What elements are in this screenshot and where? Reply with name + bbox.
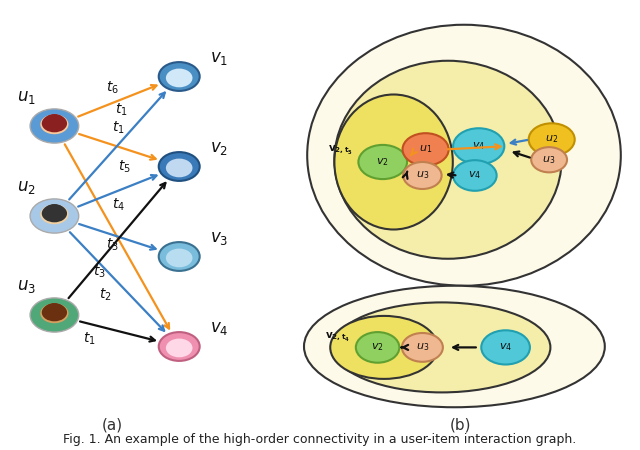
Text: $v_2$: $v_2$ — [371, 342, 384, 353]
Text: $u_2$: $u_2$ — [545, 134, 558, 145]
Circle shape — [453, 160, 497, 191]
Circle shape — [159, 242, 200, 271]
Text: $v_{4}$: $v_{4}$ — [210, 320, 228, 337]
Circle shape — [42, 205, 67, 222]
Circle shape — [30, 298, 79, 332]
Text: $v_4$: $v_4$ — [499, 342, 512, 353]
Circle shape — [159, 332, 200, 361]
Text: $v_{3}$: $v_{3}$ — [210, 230, 228, 247]
Circle shape — [166, 248, 193, 267]
Text: $t_{1}$: $t_{1}$ — [115, 102, 128, 118]
Text: $t_{6}$: $t_{6}$ — [106, 80, 118, 96]
Text: $u_3$: $u_3$ — [416, 170, 429, 181]
Circle shape — [166, 158, 193, 177]
Text: $t_{5}$: $t_{5}$ — [118, 158, 131, 175]
Circle shape — [403, 162, 442, 189]
Circle shape — [30, 199, 79, 233]
Ellipse shape — [334, 61, 562, 259]
Text: $u_3$: $u_3$ — [543, 154, 556, 166]
Ellipse shape — [304, 286, 605, 407]
Circle shape — [40, 303, 68, 323]
Circle shape — [402, 333, 443, 362]
Text: $t_{4}$: $t_{4}$ — [112, 197, 125, 213]
Text: $t_{3}$: $t_{3}$ — [106, 237, 118, 253]
Ellipse shape — [335, 94, 453, 230]
Circle shape — [358, 145, 407, 179]
Text: $\mathbf{v_{2,t_5}}$: $\mathbf{v_{2,t_5}}$ — [328, 143, 353, 156]
Text: $v_4$: $v_4$ — [468, 170, 481, 181]
Circle shape — [453, 128, 504, 164]
Text: $v_{1}$: $v_{1}$ — [210, 50, 228, 67]
Text: $t_{2}$: $t_{2}$ — [99, 287, 112, 303]
Circle shape — [403, 133, 449, 166]
Text: $u_{2}$: $u_{2}$ — [17, 179, 36, 196]
Circle shape — [44, 303, 65, 317]
Text: $u_{3}$: $u_{3}$ — [17, 278, 36, 295]
Text: Fig. 1. An example of the high-order connectivity in a user-item interaction gra: Fig. 1. An example of the high-order con… — [63, 432, 577, 446]
Circle shape — [44, 114, 65, 128]
Text: (a): (a) — [101, 418, 123, 433]
Circle shape — [42, 115, 67, 132]
Ellipse shape — [333, 302, 550, 392]
Circle shape — [159, 62, 200, 91]
Text: $v_4$: $v_4$ — [472, 140, 485, 152]
Circle shape — [42, 304, 67, 321]
Circle shape — [531, 147, 567, 172]
Circle shape — [40, 204, 68, 224]
Circle shape — [44, 204, 65, 218]
Text: $u_3$: $u_3$ — [416, 342, 429, 353]
Circle shape — [40, 114, 68, 134]
Text: $v_2$: $v_2$ — [376, 156, 389, 168]
Ellipse shape — [330, 316, 438, 379]
Text: $t_{1}$: $t_{1}$ — [83, 330, 96, 346]
Circle shape — [166, 68, 193, 87]
Circle shape — [159, 152, 200, 181]
Text: $\mathbf{v_{2,t_4}}$: $\mathbf{v_{2,t_4}}$ — [324, 330, 350, 343]
Circle shape — [30, 109, 79, 143]
Text: $u_1$: $u_1$ — [419, 144, 432, 155]
Text: $t_{1}$: $t_{1}$ — [112, 120, 125, 136]
Text: $u_{1}$: $u_{1}$ — [17, 89, 36, 106]
Text: $v_{2}$: $v_{2}$ — [210, 140, 228, 157]
Circle shape — [166, 338, 193, 357]
Circle shape — [356, 332, 399, 363]
Circle shape — [481, 330, 530, 365]
Text: (b): (b) — [450, 418, 472, 433]
Circle shape — [529, 123, 575, 156]
Ellipse shape — [307, 25, 621, 286]
Text: $t_{3}$: $t_{3}$ — [93, 264, 106, 280]
